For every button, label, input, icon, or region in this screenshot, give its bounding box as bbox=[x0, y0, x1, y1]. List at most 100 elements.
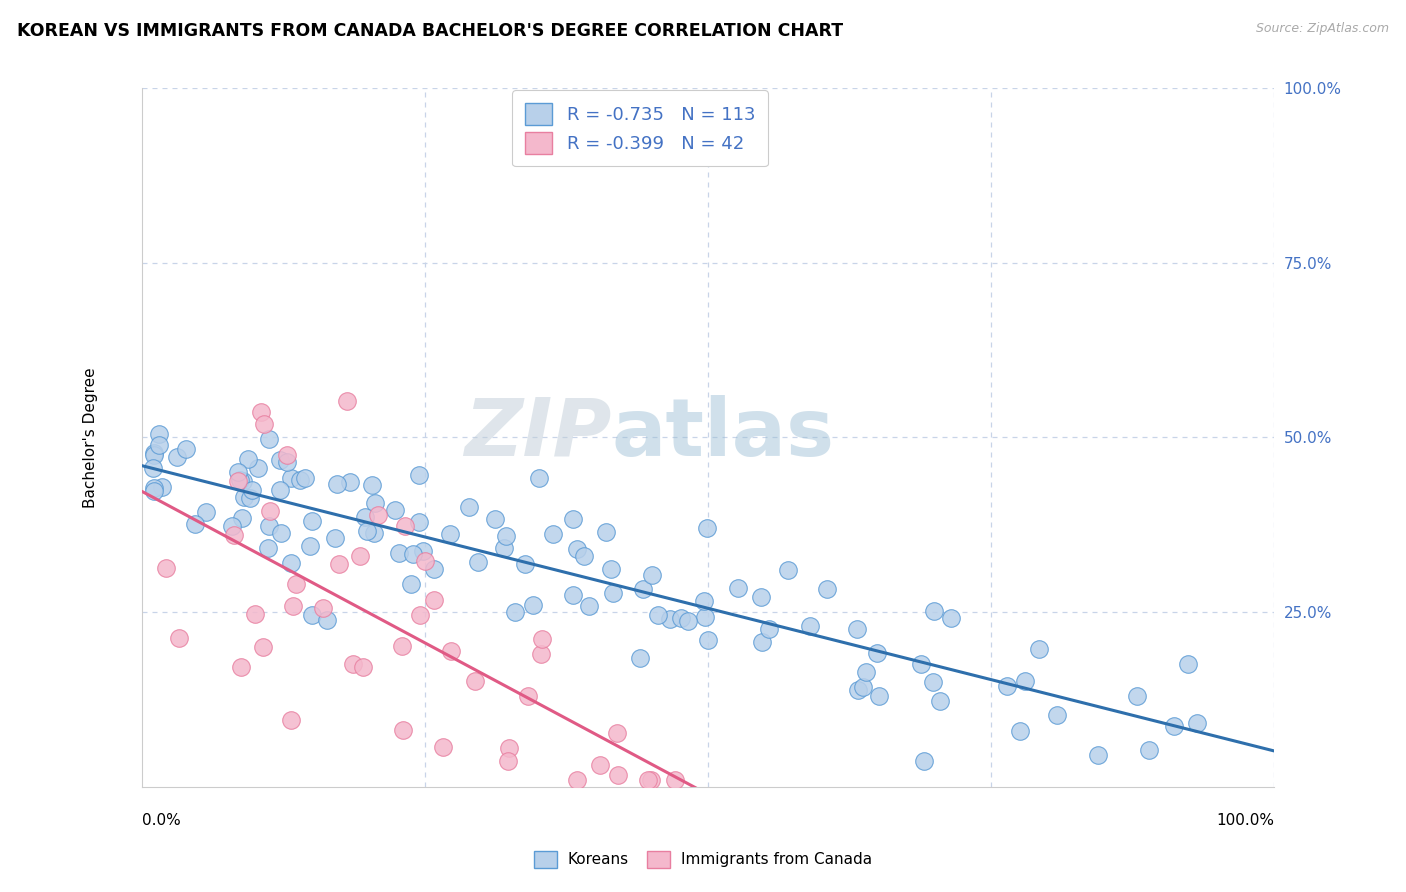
Point bbox=[1163, 719, 1185, 733]
Point bbox=[1137, 743, 1160, 757]
Point bbox=[221, 519, 243, 533]
Text: 0.0%: 0.0% bbox=[142, 814, 180, 829]
Point bbox=[505, 605, 527, 619]
Point bbox=[868, 690, 890, 704]
Point bbox=[409, 608, 432, 623]
Point bbox=[846, 683, 869, 698]
Point bbox=[527, 471, 550, 485]
Point bbox=[467, 555, 489, 569]
Point bbox=[222, 527, 245, 541]
Point bbox=[578, 599, 600, 613]
Point bbox=[408, 468, 430, 483]
Point bbox=[194, 505, 217, 519]
Point bbox=[142, 460, 165, 475]
Point bbox=[758, 622, 780, 636]
Text: atlas: atlas bbox=[612, 395, 835, 473]
Point bbox=[498, 741, 520, 756]
Point bbox=[231, 660, 253, 674]
Point bbox=[363, 525, 385, 540]
Point bbox=[270, 526, 292, 541]
Point bbox=[167, 631, 190, 645]
Point bbox=[432, 739, 454, 754]
Point bbox=[316, 613, 339, 627]
Point bbox=[1126, 690, 1149, 704]
Point bbox=[143, 481, 166, 495]
Point bbox=[492, 541, 515, 556]
Point bbox=[412, 544, 434, 558]
Point bbox=[301, 607, 323, 622]
Point bbox=[1008, 724, 1031, 739]
Point bbox=[226, 465, 249, 479]
Point bbox=[328, 557, 350, 571]
Point bbox=[142, 483, 165, 498]
Point bbox=[647, 607, 669, 622]
Point bbox=[751, 635, 773, 649]
Point bbox=[401, 547, 423, 561]
Point bbox=[531, 632, 554, 646]
Point bbox=[364, 496, 387, 510]
Point bbox=[727, 581, 749, 595]
Point bbox=[269, 452, 291, 467]
Point bbox=[495, 529, 517, 543]
Point bbox=[815, 582, 838, 596]
Text: 100.0%: 100.0% bbox=[1216, 814, 1274, 829]
Point bbox=[394, 518, 416, 533]
Point bbox=[239, 491, 262, 506]
Point bbox=[922, 604, 945, 618]
Point bbox=[283, 599, 305, 614]
Point bbox=[641, 568, 664, 582]
Point bbox=[247, 461, 270, 475]
Point bbox=[693, 593, 716, 607]
Point bbox=[595, 525, 617, 540]
Point bbox=[166, 450, 188, 464]
Point bbox=[912, 754, 935, 768]
Point bbox=[799, 619, 821, 633]
Point bbox=[696, 632, 718, 647]
Point bbox=[484, 512, 506, 526]
Point bbox=[439, 527, 461, 541]
Point bbox=[606, 726, 628, 740]
Point bbox=[637, 772, 659, 787]
Point bbox=[530, 647, 553, 661]
Point bbox=[562, 511, 585, 525]
Point bbox=[150, 480, 173, 494]
Point bbox=[695, 610, 717, 624]
Point bbox=[852, 681, 875, 695]
Point bbox=[280, 470, 302, 484]
Point bbox=[339, 475, 361, 490]
Point bbox=[367, 508, 389, 522]
Point bbox=[910, 657, 932, 671]
Point bbox=[776, 563, 799, 577]
Point bbox=[250, 405, 273, 419]
Point bbox=[866, 646, 889, 660]
Point bbox=[516, 689, 538, 703]
Point bbox=[142, 448, 165, 462]
Point bbox=[354, 510, 377, 524]
Point bbox=[1028, 641, 1050, 656]
Point bbox=[696, 521, 718, 535]
Point bbox=[240, 483, 263, 497]
Text: ZIP: ZIP bbox=[464, 395, 612, 473]
Point bbox=[384, 503, 406, 517]
Point bbox=[226, 474, 249, 488]
Point bbox=[387, 546, 409, 560]
Point bbox=[349, 549, 371, 563]
Point bbox=[259, 433, 281, 447]
Point bbox=[392, 723, 415, 737]
Point bbox=[498, 754, 520, 768]
Point bbox=[602, 586, 624, 600]
Point bbox=[855, 665, 877, 679]
Text: KOREAN VS IMMIGRANTS FROM CANADA BACHELOR'S DEGREE CORRELATION CHART: KOREAN VS IMMIGRANTS FROM CANADA BACHELO… bbox=[17, 22, 844, 40]
Point bbox=[276, 455, 298, 469]
Point bbox=[301, 514, 323, 528]
Point bbox=[336, 394, 359, 409]
Point bbox=[599, 561, 621, 575]
Text: Bachelor's Degree: Bachelor's Degree bbox=[83, 367, 98, 508]
Point bbox=[143, 446, 166, 460]
Point bbox=[280, 556, 302, 570]
Point bbox=[464, 673, 486, 688]
Point bbox=[361, 477, 384, 491]
Point bbox=[1177, 657, 1199, 671]
Point bbox=[749, 591, 772, 605]
Point bbox=[259, 504, 281, 518]
